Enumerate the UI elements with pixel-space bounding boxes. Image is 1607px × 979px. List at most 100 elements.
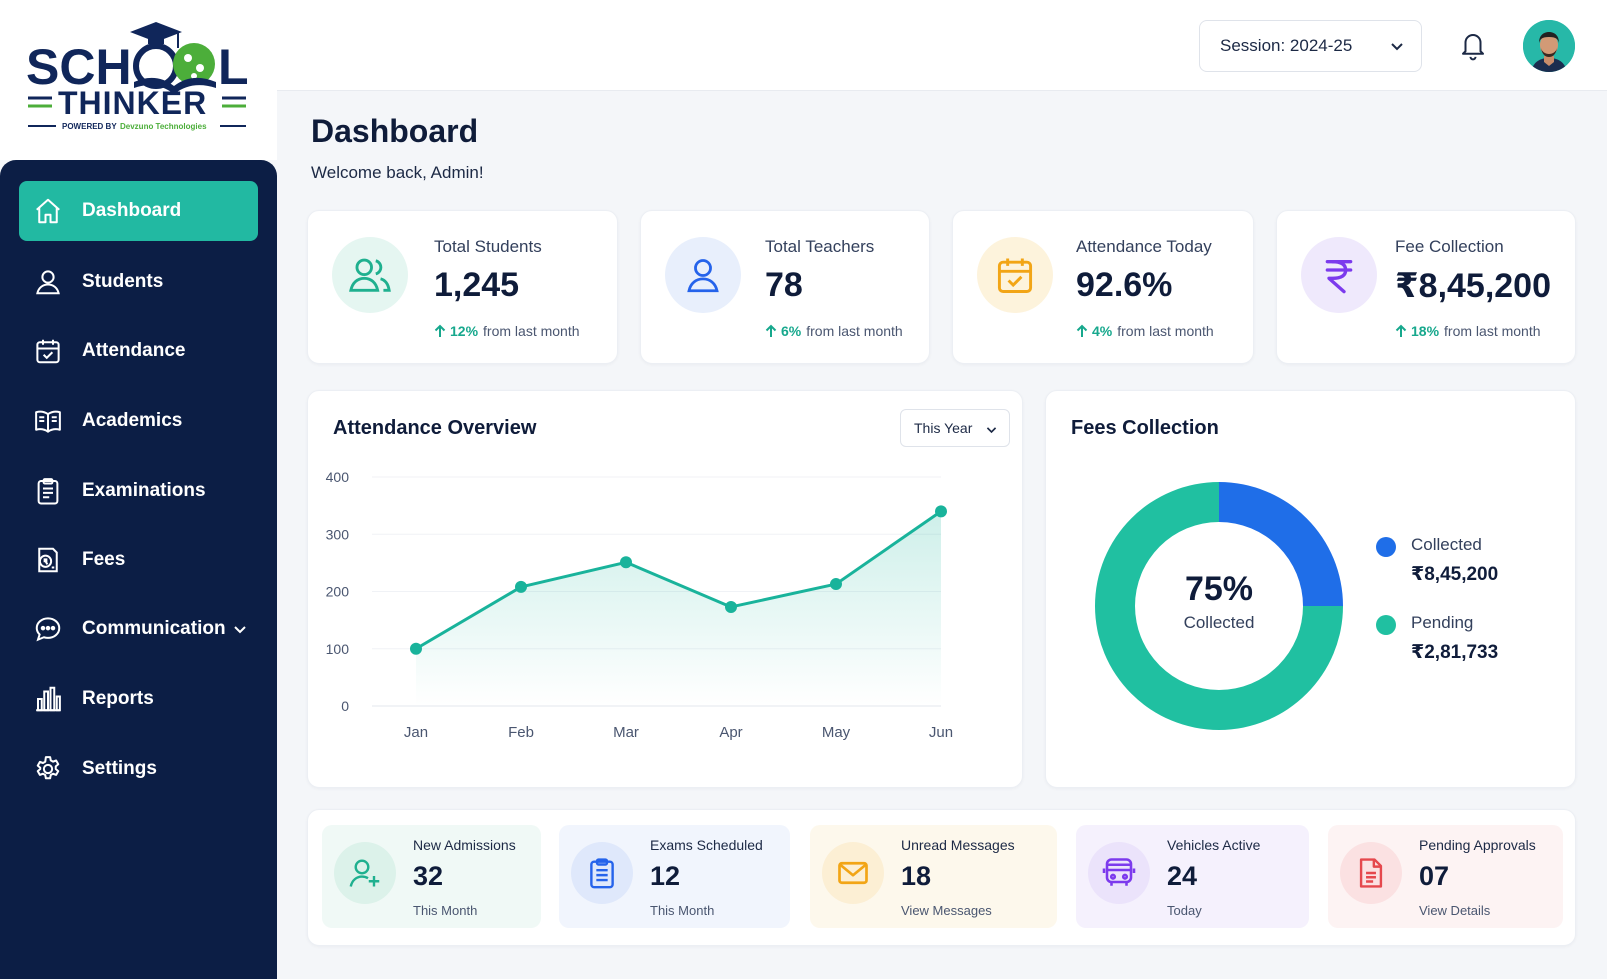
quick-value: 12 — [650, 861, 681, 891]
sidebar-item-label: Examinations — [82, 480, 206, 501]
quick-value: 24 — [1167, 861, 1198, 891]
quick-label: Pending Approvals — [1419, 837, 1536, 853]
sidebar-item-label: Academics — [82, 410, 183, 431]
bus-icon — [1088, 842, 1150, 904]
svg-text:L: L — [218, 39, 249, 95]
quick-label: Exams Scheduled — [650, 837, 763, 853]
attendance-line-chart: 0 100 200 300 400 Jan Feb Mar Apr May Jun — [326, 469, 953, 741]
sidebar-item-attendance[interactable]: Attendance — [19, 321, 258, 381]
home-icon — [31, 194, 65, 228]
page-title: Dashboard — [311, 113, 479, 149]
arrow-up-icon — [1395, 324, 1407, 337]
clipboard-icon — [571, 842, 633, 904]
trend-text: from last month — [483, 323, 580, 339]
quick-label: New Admissions — [413, 837, 516, 853]
donut-slice-collected — [1219, 482, 1343, 606]
quick-card-exams-scheduled[interactable]: Exams Scheduled 12 This Month — [559, 825, 790, 928]
stat-trend: 12% from last month — [434, 323, 580, 339]
calendar-check-icon — [977, 237, 1053, 313]
stat-card-attendance-today: Attendance Today 92.6% 4% from last mont… — [952, 210, 1254, 364]
user-plus-icon — [334, 842, 396, 904]
trend-text: from last month — [1117, 323, 1214, 339]
quick-sub: This Month — [413, 903, 478, 918]
school-thinker-logo: SCH L THINKER POWERED BY Devzuno Technol… — [26, 22, 249, 131]
legend-swatch — [1376, 615, 1396, 635]
quick-sub: Today — [1167, 903, 1202, 918]
y-tick-label: 300 — [326, 526, 350, 542]
bell-icon[interactable] — [1458, 28, 1488, 67]
sidebar-item-label: Reports — [82, 688, 154, 709]
legend-value: ₹8,45,200 — [1411, 564, 1499, 585]
sidebar-item-academics[interactable]: Academics — [19, 391, 258, 451]
y-tick-label: 200 — [326, 584, 350, 600]
calendar-check-icon — [31, 334, 65, 368]
quick-card-vehicles-active[interactable]: Vehicles Active 24 Today — [1076, 825, 1309, 928]
avatar[interactable] — [1523, 20, 1575, 72]
rupee-icon — [1301, 237, 1377, 313]
legend-item-pending: Pending ₹2,81,733 — [1376, 613, 1498, 664]
quick-card-new-admissions[interactable]: New Admissions 32 This Month — [322, 825, 541, 928]
sidebar-item-students[interactable]: Students — [19, 252, 258, 312]
chat-icon — [31, 612, 65, 646]
trend-text: from last month — [806, 323, 903, 339]
data-point — [935, 505, 947, 518]
x-tick-label: Mar — [613, 724, 639, 741]
top-bar: Session: 2024-25 — [277, 0, 1607, 91]
sidebar-item-reports[interactable]: Reports — [19, 669, 258, 729]
line-chart-series — [415, 510, 942, 651]
sidebar-item-dashboard[interactable]: Dashboard — [19, 181, 258, 241]
stat-label: Total Students — [434, 237, 542, 256]
session-select[interactable]: Session: 2024-25 — [1199, 20, 1422, 72]
quick-value: 32 — [413, 861, 444, 891]
trend-percent: 12% — [450, 323, 479, 339]
quick-sub: This Month — [650, 903, 715, 918]
donut-center-value: 75% — [1185, 570, 1253, 608]
quick-card-unread-messages[interactable]: Unread Messages 18 View Messages — [810, 825, 1057, 928]
x-tick-label: Apr — [719, 724, 742, 741]
trend-text: from last month — [1444, 323, 1541, 339]
sidebar-item-fees[interactable]: Fees — [19, 530, 258, 590]
stat-trend: 18% from last month — [1395, 323, 1541, 339]
svg-text:POWERED BY: POWERED BY — [62, 122, 117, 131]
sidebar-item-label: Settings — [82, 758, 157, 779]
gear-icon — [31, 752, 65, 786]
range-select[interactable]: This Year — [900, 409, 1010, 447]
session-label: Session: 2024-25 — [1220, 36, 1353, 55]
bar-chart-icon — [31, 682, 65, 716]
svg-text:Devzuno Technologies: Devzuno Technologies — [120, 122, 207, 131]
stat-value: 92.6% — [1076, 266, 1173, 304]
sidebar-item-settings[interactable]: Settings — [19, 739, 258, 799]
sidebar: Dashboard Students Attendance Academics … — [0, 160, 277, 979]
svg-text:THINKER: THINKER — [58, 85, 207, 121]
y-tick-label: 100 — [326, 641, 350, 657]
sidebar-item-communication[interactable]: Communication — [19, 599, 258, 659]
fees-donut-chart: 75% Collected — [1095, 482, 1343, 730]
sidebar-item-label: Fees — [82, 549, 126, 570]
x-tick-label: Jan — [404, 724, 428, 741]
data-point — [620, 556, 632, 569]
x-tick-label: Jun — [929, 724, 953, 741]
sidebar-item-examinations[interactable]: Examinations — [19, 461, 258, 521]
data-point — [410, 642, 422, 655]
quick-value: 18 — [901, 861, 932, 891]
stat-trend: 6% from last month — [765, 323, 903, 339]
user-icon — [31, 265, 65, 299]
line-chart-area — [416, 511, 941, 706]
donut-center-label: Collected — [1184, 613, 1255, 632]
logo-area: SCH L THINKER POWERED BY Devzuno Technol… — [0, 0, 277, 160]
y-tick-label: 0 — [341, 698, 349, 714]
chevron-down-icon[interactable] — [232, 621, 248, 637]
chevron-down-icon — [1389, 38, 1405, 59]
document-icon — [1340, 842, 1402, 904]
arrow-up-icon — [1076, 324, 1088, 337]
stat-card-fee-collection: Fee Collection ₹8,45,200 18% from last m… — [1276, 210, 1576, 364]
attendance-overview-panel: Attendance Overview This Year 0 100 200 300… — [307, 390, 1023, 788]
stat-card-total-teachers: Total Teachers 78 6% from last month — [640, 210, 930, 364]
stat-value: 78 — [765, 266, 803, 304]
quick-sub: View Details — [1419, 903, 1491, 918]
sidebar-item-label: Dashboard — [82, 200, 182, 221]
sidebar-item-label: Communication — [82, 618, 226, 639]
stat-value: 1,245 — [434, 266, 520, 304]
quick-card-pending-approvals[interactable]: Pending Approvals 07 View Details — [1328, 825, 1563, 928]
y-tick-label: 400 — [326, 469, 350, 485]
